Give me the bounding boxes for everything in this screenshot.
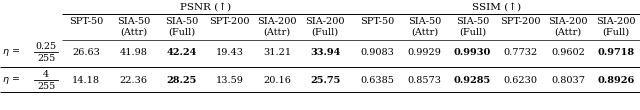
Text: 0.9929: 0.9929 <box>408 48 442 57</box>
Text: SIA-50
(Attr): SIA-50 (Attr) <box>408 17 442 36</box>
Text: 0.7732: 0.7732 <box>503 48 538 57</box>
Text: SIA-50
(Full): SIA-50 (Full) <box>456 17 489 36</box>
Text: SIA-200
(Full): SIA-200 (Full) <box>305 17 345 36</box>
Text: 255: 255 <box>37 82 55 91</box>
Text: 0.9285: 0.9285 <box>454 75 492 84</box>
Text: PSNR (↑): PSNR (↑) <box>180 3 231 12</box>
Text: SPT-50: SPT-50 <box>68 17 103 26</box>
Text: 0.9083: 0.9083 <box>360 48 394 57</box>
Text: 22.36: 22.36 <box>120 75 148 84</box>
Text: 0.8926: 0.8926 <box>598 75 635 84</box>
Text: 33.94: 33.94 <box>310 48 340 57</box>
Text: 13.59: 13.59 <box>216 75 243 84</box>
Text: SIA-200
(Full): SIA-200 (Full) <box>596 17 636 36</box>
Text: 14.18: 14.18 <box>72 75 100 84</box>
Text: 0.9602: 0.9602 <box>551 48 585 57</box>
Text: 42.24: 42.24 <box>166 48 196 57</box>
Text: 0.6230: 0.6230 <box>504 75 538 84</box>
Text: SIA-50
(Full): SIA-50 (Full) <box>165 17 198 36</box>
Text: 25.75: 25.75 <box>310 75 340 84</box>
Text: SPT-200: SPT-200 <box>500 17 541 26</box>
Text: 0.8037: 0.8037 <box>551 75 585 84</box>
Text: 0.6385: 0.6385 <box>360 75 394 84</box>
Text: SIA-200
(Attr): SIA-200 (Attr) <box>548 17 588 36</box>
Text: 26.63: 26.63 <box>72 48 100 57</box>
Text: 20.16: 20.16 <box>263 75 291 84</box>
Text: 28.25: 28.25 <box>166 75 196 84</box>
Text: 4: 4 <box>43 70 49 79</box>
Text: 0.9930: 0.9930 <box>454 48 492 57</box>
Text: SIA-200
(Attr): SIA-200 (Attr) <box>257 17 297 36</box>
Text: $\eta$ =: $\eta$ = <box>2 47 20 58</box>
Text: SPT-50: SPT-50 <box>360 17 394 26</box>
Text: 0.8573: 0.8573 <box>408 75 442 84</box>
Text: 19.43: 19.43 <box>216 48 243 57</box>
Text: SSIM (↑): SSIM (↑) <box>472 3 521 12</box>
Text: 0.25: 0.25 <box>35 41 56 50</box>
Text: 0.9718: 0.9718 <box>598 48 635 57</box>
Text: 255: 255 <box>37 53 55 62</box>
Text: SPT-200: SPT-200 <box>209 17 250 26</box>
Text: 31.21: 31.21 <box>263 48 291 57</box>
Text: $\eta$ =: $\eta$ = <box>2 74 20 85</box>
Text: SIA-50
(Attr): SIA-50 (Attr) <box>117 17 150 36</box>
Text: 41.98: 41.98 <box>120 48 148 57</box>
